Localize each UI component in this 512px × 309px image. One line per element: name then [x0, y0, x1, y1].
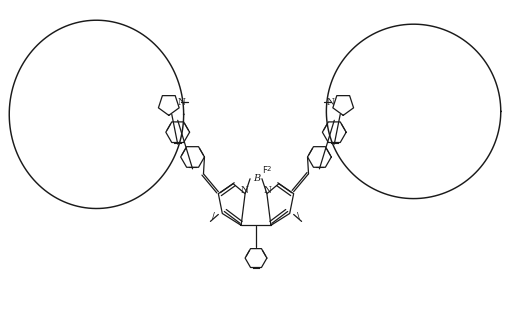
Text: /: / — [212, 212, 215, 221]
Text: N: N — [264, 186, 272, 195]
Text: B: B — [253, 174, 261, 183]
Text: N: N — [240, 186, 248, 195]
Text: 2: 2 — [267, 166, 271, 172]
Text: \: \ — [297, 212, 300, 221]
Text: F: F — [263, 166, 267, 175]
Text: N: N — [178, 98, 185, 107]
Text: N: N — [327, 98, 334, 107]
